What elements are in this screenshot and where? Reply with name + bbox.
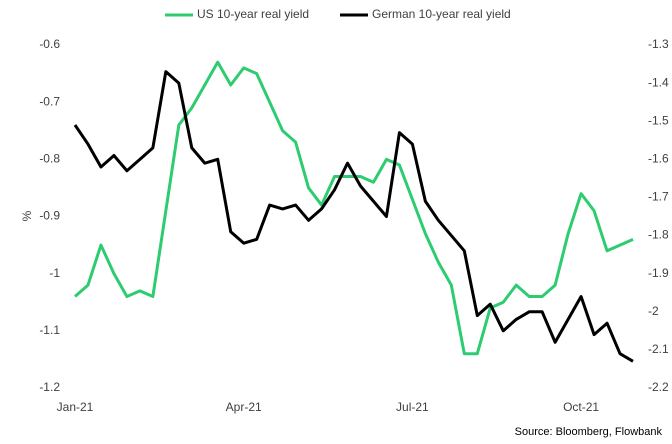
series-line [73,70,634,363]
y-tick-label: -1.1 [39,323,60,337]
y2-tick-label: -1.5 [648,113,669,127]
y-tick-label: -0.8 [39,152,60,166]
y2-tick-label: -1.9 [648,266,669,280]
x-tick-label: Apr-21 [226,400,262,414]
y2-tick-label: -1.7 [648,190,669,204]
x-tick-label: Jan-21 [57,400,94,414]
y-tick-label: -0.6 [39,37,60,51]
y2-tick-label: -1.4 [648,75,669,89]
y2-tick-label: -1.8 [648,228,669,242]
x-tick-label: Jul-21 [396,400,429,414]
x-tick-label: Oct-21 [563,400,599,414]
y-axis-label: % [20,210,34,221]
y2-tick-label: -1.6 [648,152,669,166]
y-tick-label: -0.7 [39,94,60,108]
legend-label: German 10-year real yield [372,7,511,21]
source-note: Source: Bloomberg, Flowbank [515,426,663,438]
y-tick-label: -1 [49,266,60,280]
y2-tick-label: -2.2 [648,380,669,394]
legend-label: US 10-year real yield [197,7,309,21]
y2-tick-label: -2 [648,304,659,318]
y2-tick-label: -2.1 [648,342,669,356]
y2-tick-label: -1.3 [648,37,669,51]
y-tick-label: -1.2 [39,380,60,394]
y-tick-label: -0.9 [39,209,60,223]
